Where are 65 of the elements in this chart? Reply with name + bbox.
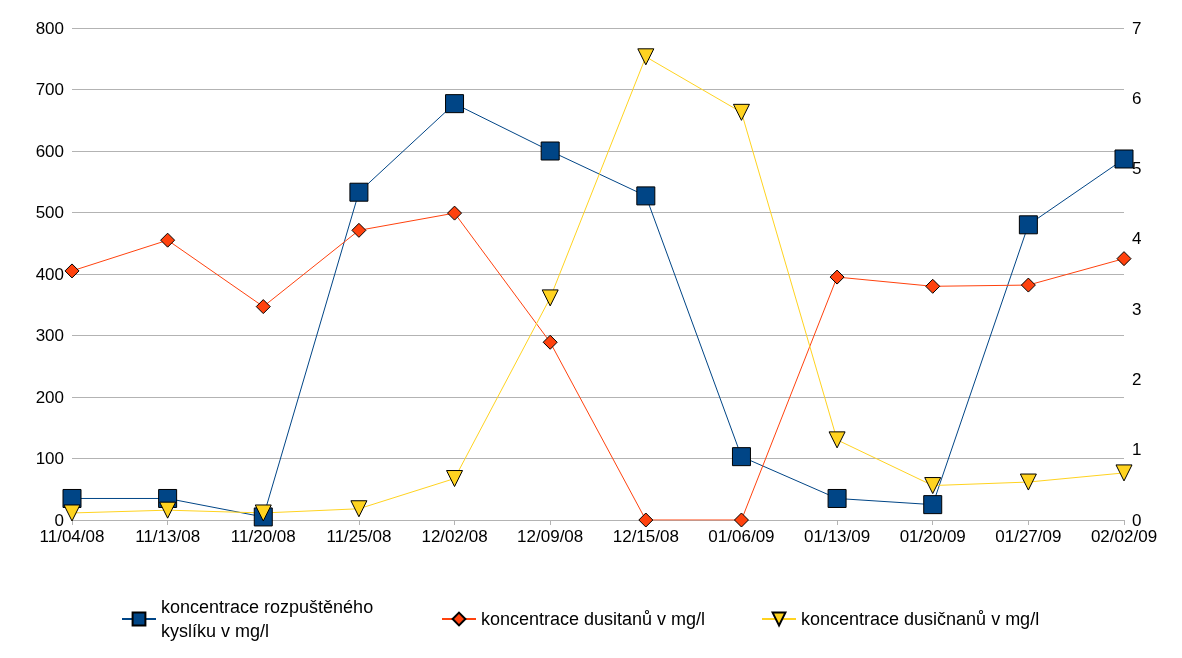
legend-label: koncentrace rozpuštěného kyslíku v mg/l — [161, 597, 379, 641]
point — [1019, 473, 1037, 491]
point — [445, 94, 465, 114]
point — [542, 334, 558, 350]
y2-tick-label: 4 — [1132, 229, 1142, 249]
point — [64, 263, 80, 279]
y-tick-label: 200 — [35, 387, 64, 407]
point — [1116, 251, 1132, 267]
point — [925, 278, 941, 294]
x-tick-label: 01/13/09 — [804, 527, 871, 546]
point — [731, 447, 751, 467]
y-tick-label: 700 — [35, 80, 64, 99]
point — [349, 182, 369, 202]
x-tick-label: 02/02/09 — [1090, 527, 1158, 546]
point — [923, 495, 943, 515]
point — [732, 103, 750, 121]
x-tick-label: 11/13/08 — [135, 527, 201, 546]
point — [829, 269, 845, 285]
y-tick-label: 0 — [54, 510, 64, 530]
point — [1114, 149, 1134, 169]
point — [160, 232, 176, 248]
y2-tick-label: 1 — [1132, 440, 1142, 460]
y2-tick-label: 6 — [1132, 88, 1142, 108]
point — [63, 504, 81, 522]
y2-tick-label: 0 — [1132, 510, 1142, 530]
point — [254, 504, 272, 522]
point — [446, 470, 464, 488]
x-tick-label: 12/15/08 — [612, 527, 679, 546]
y-tick-label: 100 — [35, 449, 64, 468]
point — [351, 222, 367, 238]
point — [1020, 277, 1036, 293]
point — [828, 431, 846, 449]
point — [638, 512, 654, 528]
y2-tick-label: 2 — [1132, 369, 1142, 389]
point — [924, 477, 942, 495]
y2-tick-label: 7 — [1132, 18, 1142, 38]
point — [636, 186, 656, 206]
x-tick-label: 11/04/08 — [39, 527, 105, 546]
point — [159, 501, 177, 519]
y-tick-label: 300 — [35, 326, 64, 345]
y2-tick-label: 3 — [1132, 299, 1142, 319]
point — [827, 488, 847, 508]
point — [541, 289, 559, 307]
legend-label: koncentrace dusitanů v mg/l — [481, 609, 706, 629]
point — [1115, 464, 1133, 482]
x-tick-label: 01/27/09 — [995, 527, 1062, 546]
point — [733, 512, 749, 528]
y-tick-label: 800 — [35, 18, 64, 38]
point — [447, 205, 463, 221]
x-tick-label: 01/20/09 — [899, 527, 966, 546]
point — [637, 48, 655, 66]
y-tick-label: 500 — [35, 203, 64, 222]
x-tick-label: 12/09/08 — [517, 527, 584, 546]
x-tick-label: 01/06/09 — [708, 527, 775, 546]
y-tick-label: 600 — [35, 141, 64, 161]
point — [540, 141, 560, 161]
x-tick-label: 11/20/08 — [230, 527, 296, 546]
x-tick-label: 11/25/08 — [326, 527, 392, 546]
point — [1018, 215, 1038, 235]
point — [350, 500, 368, 518]
y2-tick-label: 5 — [1132, 159, 1142, 179]
x-tick-label: 12/02/08 — [421, 527, 488, 546]
y-tick-label: 400 — [35, 264, 64, 284]
legend-label: koncentrace dusičnanů v mg/l — [801, 609, 1040, 629]
point — [255, 299, 271, 315]
